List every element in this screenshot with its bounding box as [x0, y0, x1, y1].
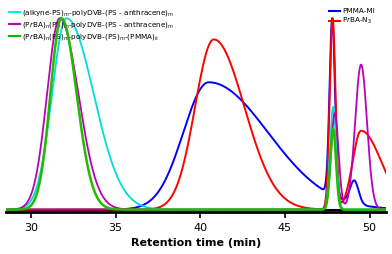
Legend: PMMA-MI, P$r$BA-N$_3$: PMMA-MI, P$r$BA-N$_3$ [327, 5, 378, 29]
X-axis label: Retention time (min): Retention time (min) [131, 239, 261, 248]
